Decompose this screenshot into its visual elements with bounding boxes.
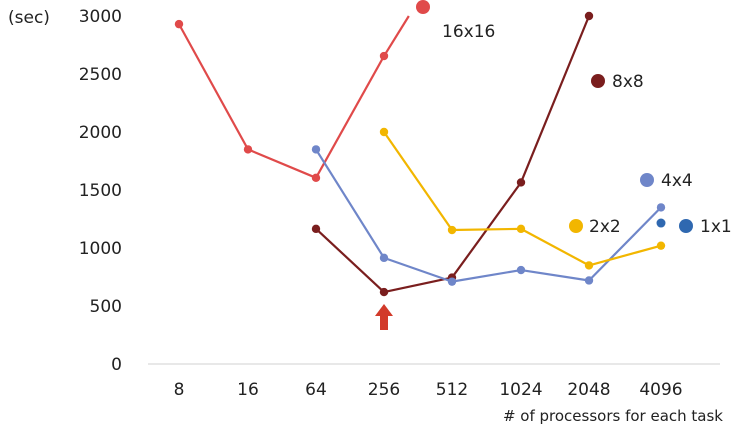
y-tick-label: 0 — [111, 355, 122, 375]
legend-label: 1x1 — [700, 217, 732, 237]
series-segment — [247, 148, 317, 179]
series-segment — [451, 268, 522, 283]
x-tick-label: 1024 — [499, 380, 542, 400]
series-segment — [383, 276, 453, 294]
data-point — [516, 178, 526, 187]
x-tick-label: 4096 — [639, 380, 682, 400]
series-group — [174, 11, 666, 297]
legend-marker — [416, 0, 430, 14]
data-point — [379, 287, 389, 297]
data-point — [584, 261, 594, 270]
legend-marker — [591, 74, 605, 88]
x-tick-labels: 8 16 64 256 512 1024 2048 4096 — [174, 380, 683, 400]
data-point — [379, 253, 389, 263]
data-point — [656, 218, 666, 228]
y-axis-label: (sec) — [8, 8, 50, 28]
data-point — [311, 145, 321, 154]
x-tick-label: 2048 — [567, 380, 610, 400]
legend: 16x16 8x8 4x4 2x2 1x1 — [416, 0, 732, 237]
data-point — [311, 173, 321, 183]
y-tick-label: 500 — [90, 297, 122, 317]
series-segment — [588, 206, 662, 282]
data-point — [379, 127, 389, 137]
data-point — [584, 276, 594, 285]
legend-marker — [569, 219, 583, 233]
data-point — [584, 11, 594, 21]
legend-label: 8x8 — [612, 72, 644, 92]
data-point — [516, 224, 526, 234]
series-segment — [588, 244, 662, 267]
y-tick-labels: 0 500 1000 1500 2000 2500 3000 — [79, 7, 122, 375]
y-tick-label: 1000 — [79, 239, 122, 259]
y-tick-label: 2000 — [79, 123, 122, 143]
data-point — [656, 203, 666, 212]
x-tick-label: 16 — [237, 380, 259, 400]
series-segment — [383, 256, 453, 283]
series-segment — [519, 15, 591, 183]
y-tick-label: 1500 — [79, 181, 122, 201]
legend-label: 2x2 — [589, 217, 621, 237]
series-segment — [315, 55, 385, 179]
data-point — [379, 51, 389, 61]
series-segment — [520, 268, 590, 282]
series-segment — [520, 227, 590, 267]
data-point — [311, 224, 321, 234]
highlight-arrow-icon — [375, 304, 393, 330]
legend-label: 16x16 — [442, 22, 495, 42]
series-segment — [451, 227, 522, 232]
series-segment — [315, 228, 385, 293]
data-point — [174, 19, 184, 29]
x-tick-label: 256 — [368, 380, 400, 400]
series-segment — [383, 15, 410, 57]
x-tick-label: 512 — [436, 380, 468, 400]
series-segment — [383, 131, 453, 231]
data-point — [516, 265, 526, 275]
x-tick-label: 8 — [174, 380, 185, 400]
data-point — [243, 145, 253, 154]
legend-marker — [679, 219, 693, 233]
data-point — [447, 225, 457, 235]
legend-label: 4x4 — [661, 171, 693, 191]
series-segment — [178, 23, 249, 150]
y-tick-label: 3000 — [79, 7, 122, 27]
legend-marker — [640, 173, 654, 187]
data-point — [447, 277, 457, 286]
x-tick-label: 64 — [305, 380, 327, 400]
data-point — [656, 241, 666, 250]
y-tick-label: 2500 — [79, 65, 122, 85]
series-segment — [315, 148, 385, 259]
x-axis-label: # of processors for each task — [503, 407, 723, 425]
